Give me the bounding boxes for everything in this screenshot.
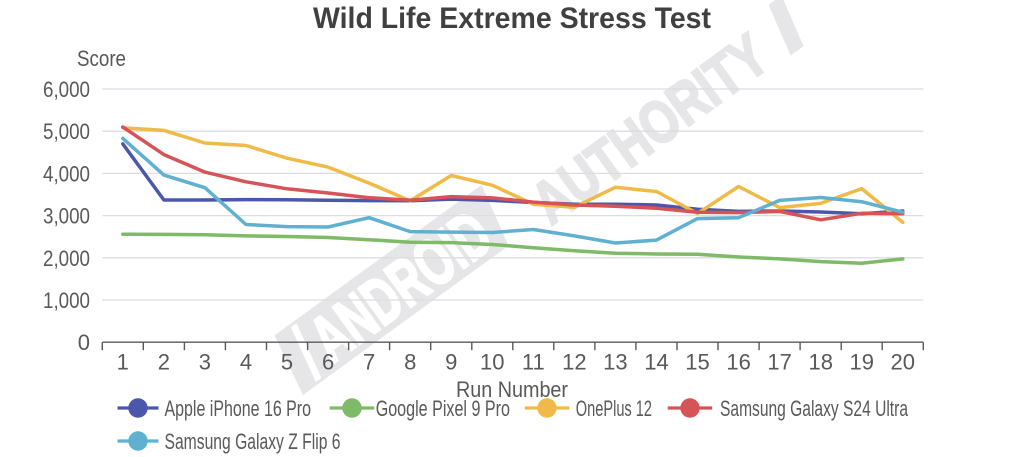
svg-text:10: 10: [480, 350, 504, 375]
svg-text:16: 16: [726, 350, 750, 375]
svg-text:9: 9: [445, 350, 457, 375]
svg-text:OnePlus 12: OnePlus 12: [576, 396, 652, 421]
svg-text:Samsung Galaxy Z Flip 6: Samsung Galaxy Z Flip 6: [165, 429, 341, 454]
svg-text:Score: Score: [77, 46, 126, 71]
svg-text:5: 5: [281, 350, 293, 375]
svg-text:6: 6: [322, 350, 334, 375]
svg-text:15: 15: [685, 350, 709, 375]
svg-text:Run Number: Run Number: [456, 377, 568, 402]
svg-text:14: 14: [644, 350, 668, 375]
svg-text:13: 13: [603, 350, 627, 375]
svg-text:12: 12: [562, 350, 586, 375]
svg-text:4,000: 4,000: [43, 161, 90, 186]
svg-text:2: 2: [158, 350, 170, 375]
svg-text:2,000: 2,000: [43, 246, 90, 271]
svg-text:3: 3: [199, 350, 211, 375]
svg-text:3,000: 3,000: [43, 204, 90, 229]
svg-text:20: 20: [891, 350, 915, 375]
svg-text:6,000: 6,000: [43, 77, 90, 102]
svg-text:Google Pixel 9 Pro: Google Pixel 9 Pro: [376, 396, 510, 421]
svg-text:0: 0: [78, 330, 90, 355]
svg-text:5,000: 5,000: [43, 119, 90, 144]
svg-text:19: 19: [849, 350, 873, 375]
svg-text:Samsung Galaxy S24 Ultra: Samsung Galaxy S24 Ultra: [720, 396, 909, 421]
svg-text:18: 18: [808, 350, 832, 375]
svg-text:1,000: 1,000: [43, 288, 90, 313]
svg-text:Wild Life Extreme Stress Test: Wild Life Extreme Stress Test: [313, 2, 711, 35]
svg-text:11: 11: [522, 350, 545, 375]
svg-text:17: 17: [767, 350, 791, 375]
svg-text:Apple iPhone 16 Pro: Apple iPhone 16 Pro: [165, 396, 312, 421]
svg-text:7: 7: [363, 350, 375, 375]
svg-text:8: 8: [404, 350, 416, 375]
svg-text:4: 4: [240, 350, 252, 375]
svg-text:1: 1: [117, 350, 129, 375]
